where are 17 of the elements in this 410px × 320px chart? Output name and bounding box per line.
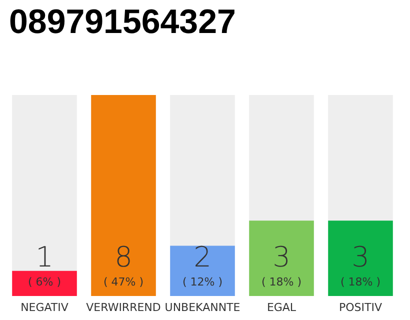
chart-title: 089791564327 [9,3,236,41]
data-label: 3 [352,240,370,274]
annotation: ( 18% ) [340,276,381,288]
data-label: 2 [194,240,212,274]
x-tick-label: VERWIRREND [86,301,161,314]
x-tick-label: POSITIV [338,301,382,314]
data-label: 3 [272,240,290,274]
annotation: ( 18% ) [261,276,302,288]
data-label: 8 [114,240,132,274]
annotation: ( 12% ) [182,276,223,288]
x-tick-label: UNBEKANNTE [164,301,240,314]
data-label: 1 [36,240,54,274]
x-tick-label: EGAL [266,301,297,314]
annotation: ( 6% ) [28,276,62,288]
annotation: ( 47% ) [103,276,144,288]
bar [12,270,77,296]
x-tick-label: NEGATIV [20,301,69,314]
